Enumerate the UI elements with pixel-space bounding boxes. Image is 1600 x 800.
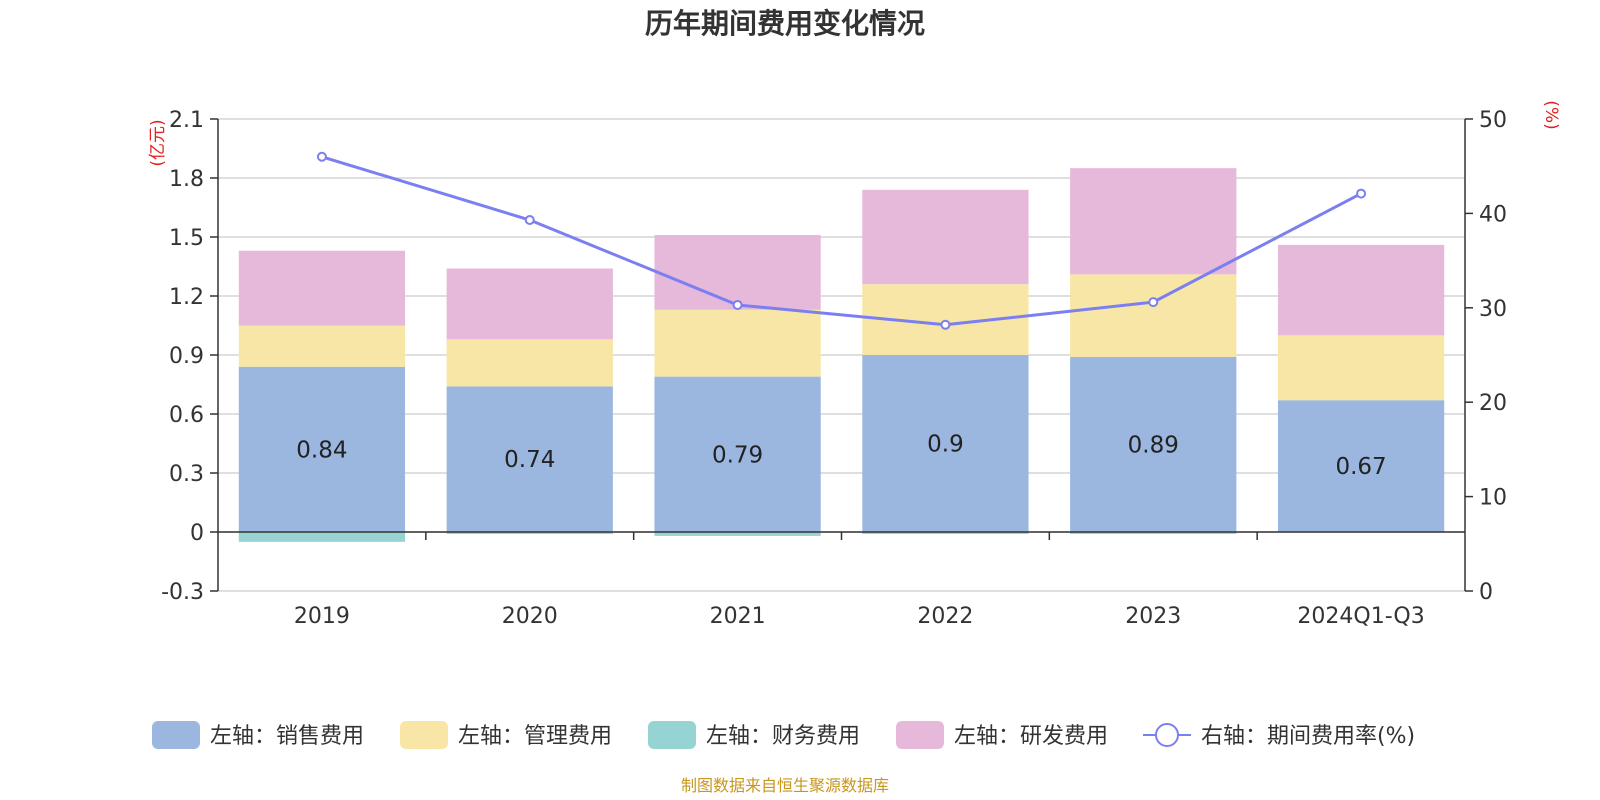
right-axis-unit: (%): [1541, 100, 1561, 129]
right-tick-label: 30: [1479, 297, 1507, 322]
legend-marker: [1155, 723, 1179, 747]
rate-point: [940, 319, 951, 330]
left-tick-label: 1.8: [169, 167, 204, 192]
legend-label: 左轴：研发费用: [954, 724, 1108, 749]
x-tick-label: 2023: [1125, 604, 1181, 629]
bar-4-2019: [238, 250, 406, 326]
legend-swatch: [896, 721, 944, 749]
bar-1-2024Q1-Q3: [1277, 400, 1445, 532]
bar-4-2024Q1-Q3: [1277, 244, 1445, 336]
bar-3-2022: [862, 532, 1029, 534]
bar-3-2023: [1070, 532, 1237, 534]
x-tick-label: 2024Q1-Q3: [1297, 604, 1424, 629]
rate-point: [524, 215, 535, 226]
bar-2-2021: [654, 309, 821, 377]
right-tick-label: 20: [1479, 391, 1507, 416]
left-axis-unit: (亿元): [148, 119, 168, 166]
bar-1-2023: [1070, 356, 1237, 532]
left-tick-label: 0.9: [169, 344, 204, 369]
legend-label: 右轴：期间费用率(%): [1201, 724, 1415, 749]
bar-4-2021: [654, 235, 821, 310]
x-tick-label: 2022: [917, 604, 973, 629]
bar-value-label: 0.84: [296, 437, 347, 463]
bar-2-2024Q1-Q3: [1277, 335, 1445, 401]
rate-point: [316, 151, 327, 162]
bar-2-2023: [1070, 274, 1237, 357]
bar-4-2023: [1070, 168, 1237, 275]
bar-value-label: 0.9: [927, 432, 964, 458]
x-tick-label: 2020: [502, 604, 558, 629]
bars: [238, 168, 1445, 542]
bar-3-2020: [446, 532, 613, 534]
legend-swatch: [152, 721, 200, 749]
legend-label: 左轴：管理费用: [458, 724, 612, 749]
bar-2-2019: [238, 325, 406, 367]
left-tick-label: -0.3: [161, 580, 204, 605]
bar-4-2022: [862, 189, 1029, 285]
bar-value-label: 0.89: [1128, 432, 1179, 458]
bar-1-2020: [446, 386, 613, 532]
left-tick-label: 0.3: [169, 462, 204, 487]
left-tick-label: 0.6: [169, 403, 204, 428]
bar-3-2019: [238, 532, 406, 542]
x-axis-ticks: 2019 2020 2021 2022 2023 2024Q1-Q3: [294, 604, 1425, 629]
left-tick-label: 1.5: [169, 226, 204, 251]
chart-title: 历年期间费用变化情况: [645, 7, 925, 40]
left-tick-label: 0: [190, 521, 204, 546]
bar-value-label: 0.74: [504, 447, 555, 473]
bar-4-2020: [446, 268, 613, 340]
bar-2-2020: [446, 339, 613, 387]
bar-1-2022: [862, 355, 1029, 532]
right-tick-label: 10: [1479, 486, 1507, 511]
legend-label: 左轴：财务费用: [706, 724, 860, 749]
bar-value-label: 0.79: [712, 442, 763, 468]
legend-swatch: [400, 721, 448, 749]
right-tick-label: 0: [1479, 580, 1493, 605]
legend-label: 左轴：销售费用: [210, 724, 364, 749]
x-tick-label: 2019: [294, 604, 350, 629]
left-tick-label: 2.1: [169, 108, 204, 133]
bar-labels: 0.84 0.74 0.79 0.9 0.89 0.67: [296, 432, 1386, 481]
right-tick-label: 40: [1479, 202, 1507, 227]
right-tick-label: 50: [1479, 108, 1507, 133]
left-axis-ticks: -0.3 0 0.3 0.6 0.9 1.2 1.5 1.8 2.1: [161, 108, 218, 605]
left-tick-label: 1.2: [169, 285, 204, 310]
bar-3-2021: [654, 532, 821, 536]
legend: 左轴：销售费用 左轴：管理费用 左轴：财务费用 左轴：研发费用 右轴：期间费用率(%): [152, 721, 1415, 749]
legend-swatch: [648, 721, 696, 749]
bar-1-2019: [238, 366, 406, 532]
bar-value-label: 0.67: [1335, 454, 1386, 480]
right-axis-ticks: 0 10 20 30 40 50: [1465, 108, 1507, 605]
rate-line: [316, 151, 1367, 330]
source-note: 制图数据来自恒生聚源数据库: [681, 776, 889, 795]
rate-point: [1356, 188, 1367, 199]
rate-line-path: [321, 155, 1362, 327]
rate-point: [732, 299, 743, 310]
x-tick-label: 2021: [710, 604, 766, 629]
rate-point: [1148, 297, 1159, 308]
bar-1-2021: [654, 376, 821, 532]
